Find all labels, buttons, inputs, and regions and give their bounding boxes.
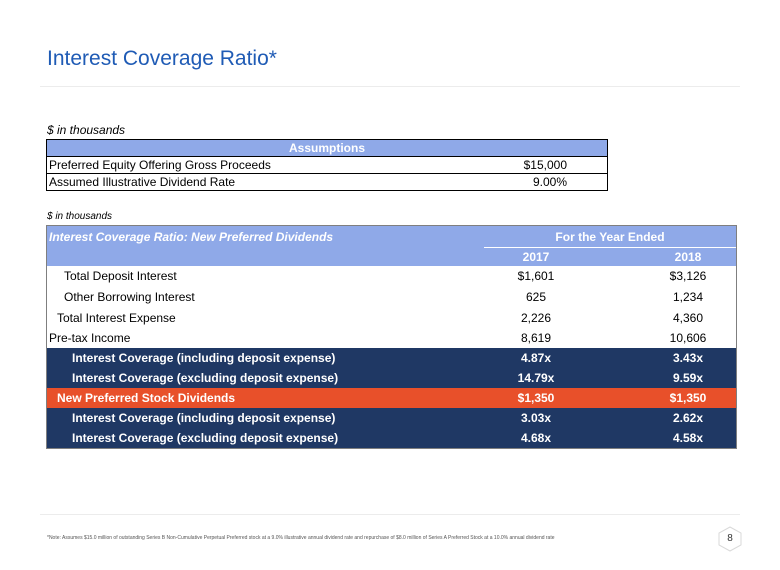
- assumption-value: $15,000: [523, 158, 567, 172]
- row-label: Interest Coverage (excluding deposit exp…: [72, 371, 339, 385]
- assumption-value: 9.00%: [532, 175, 567, 189]
- value-2018: $1,350: [669, 391, 707, 405]
- value-2017: 3.03x: [520, 411, 552, 425]
- table-row-highlight: Interest Coverage (including deposit exp…: [47, 408, 736, 428]
- value-2018: 10,606: [669, 331, 707, 345]
- value-2017: 8,619: [520, 331, 552, 345]
- coverage-table: Interest Coverage Ratio: New Preferred D…: [46, 225, 737, 449]
- page-number: 8: [727, 533, 733, 544]
- assumptions-row: Preferred Equity Offering Gross Proceeds…: [47, 157, 607, 173]
- footnote: *Note: Assumes $15.0 million of outstand…: [47, 535, 555, 541]
- value-2018: 2.62x: [672, 411, 704, 425]
- value-2018: 9.59x: [672, 371, 704, 385]
- value-2017: $1,350: [517, 391, 555, 405]
- table-row-highlight: Interest Coverage (including deposit exp…: [47, 348, 736, 368]
- table-row-highlight: Interest Coverage (excluding deposit exp…: [47, 428, 736, 448]
- table-row-highlight: Interest Coverage (excluding deposit exp…: [47, 368, 736, 388]
- hexagon-icon: [718, 526, 742, 552]
- row-label: Pre-tax Income: [49, 331, 131, 345]
- table-row: Total Interest Expense 2,226 4,360: [47, 308, 736, 328]
- row-label: Total Interest Expense: [57, 311, 176, 325]
- value-2017: 4.68x: [520, 431, 552, 445]
- assumptions-table: Assumptions Preferred Equity Offering Gr…: [46, 139, 608, 191]
- value-2017: 14.79x: [517, 371, 555, 385]
- bottom-divider: [40, 514, 740, 515]
- value-2018: $3,126: [669, 269, 707, 283]
- table-row: Other Borrowing Interest 625 1,234: [47, 287, 736, 307]
- row-label: Interest Coverage (including deposit exp…: [72, 411, 336, 425]
- table-row: Total Deposit Interest $1,601 $3,126: [47, 266, 736, 286]
- table-row-dividends: New Preferred Stock Dividends $1,350 $1,…: [47, 388, 736, 408]
- value-2018: 4,360: [672, 311, 704, 325]
- year-header: 2018: [674, 250, 702, 264]
- row-label: Interest Coverage (including deposit exp…: [72, 351, 336, 365]
- page-number-badge: 8: [717, 526, 743, 552]
- coverage-units: $ in thousands: [47, 211, 113, 222]
- table-row: Pre-tax Income 8,619 10,606: [47, 328, 736, 348]
- value-2017: 2,226: [520, 311, 552, 325]
- row-label: Total Deposit Interest: [64, 269, 177, 283]
- coverage-table-header: Interest Coverage Ratio: New Preferred D…: [47, 226, 736, 266]
- period-divider: [484, 247, 736, 248]
- value-2017: 4.87x: [520, 351, 552, 365]
- period-header: For the Year Ended: [555, 230, 665, 244]
- year-header: 2017: [522, 250, 550, 264]
- assumption-label: Assumed Illustrative Dividend Rate: [49, 175, 236, 189]
- coverage-table-title: Interest Coverage Ratio: New Preferred D…: [49, 230, 334, 244]
- assumptions-row: Assumed Illustrative Dividend Rate 9.00%: [47, 173, 607, 190]
- value-2018: 3.43x: [672, 351, 704, 365]
- page-title: Interest Coverage Ratio*: [47, 47, 277, 70]
- value-2018: 4.58x: [672, 431, 704, 445]
- row-label: New Preferred Stock Dividends: [57, 391, 236, 405]
- value-2017: $1,601: [517, 269, 555, 283]
- value-2018: 1,234: [672, 290, 704, 304]
- assumptions-header: Assumptions: [47, 140, 607, 157]
- top-divider: [40, 86, 740, 87]
- row-label: Other Borrowing Interest: [64, 290, 195, 304]
- assumption-label: Preferred Equity Offering Gross Proceeds: [49, 158, 271, 172]
- assumptions-units: $ in thousands: [47, 123, 126, 137]
- value-2017: 625: [525, 290, 547, 304]
- row-label: Interest Coverage (excluding deposit exp…: [72, 431, 339, 445]
